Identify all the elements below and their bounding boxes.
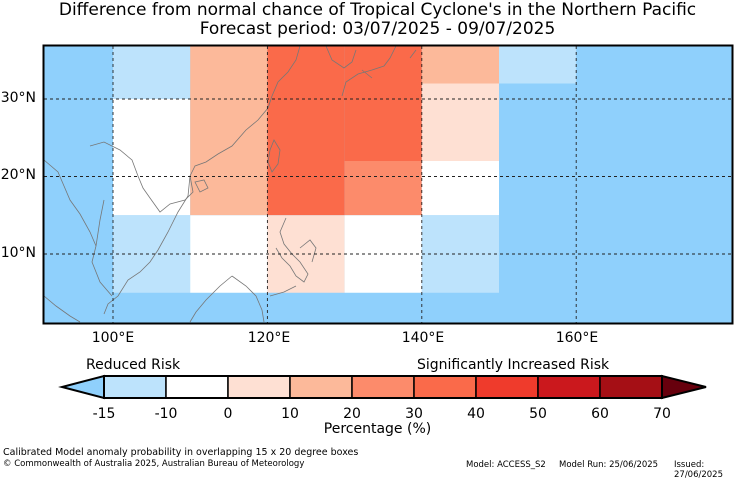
forecast-period: Forecast period: 03/07/2025 - 09/07/2025 [199,19,556,39]
increased-risk-label: Significantly Increased Risk [417,357,610,373]
colorbar-tick: -10 [154,406,178,422]
chart-title: Difference from normal chance of Tropica… [58,0,697,20]
colorbar-segment [289,375,353,399]
colorbar-tick: 50 [529,406,547,422]
colorbar-title: Percentage (%) [323,421,432,437]
coastline [43,45,417,323]
lat-label-30n: 30°N [0,90,36,106]
grid-cell [113,46,191,99]
colorbar-segment [103,375,167,399]
grid-cell [113,99,191,216]
reduced-risk-label: Reduced Risk [86,357,181,373]
grid-cell [499,46,577,84]
lon-label-120e: 120°E [247,330,291,346]
colorbar-tick: 20 [343,406,361,422]
colorbar-tick: 40 [467,406,485,422]
lon-label-140e: 140°E [401,330,445,346]
lat-label-10n: 10°N [0,245,36,261]
colorbar-segment [227,375,291,399]
grid-cell [421,83,499,161]
map-canvas [42,44,734,400]
colorbar-segment [351,375,415,399]
lon-label-160e: 160°E [555,330,599,346]
grid-cell [190,46,268,216]
grid-cell [421,161,499,216]
colorbar-segment [475,375,539,399]
footer-copyright: © Commonwealth of Australia 2025, Austra… [3,459,305,469]
colorbar-segment [599,375,663,399]
grid-cell [421,46,499,84]
colorbar-tick: 0 [223,406,233,422]
colorbar [58,374,707,400]
colorbar-tick: 60 [591,406,609,422]
grid-cell [344,46,422,161]
map-frame [42,44,734,325]
colorbar-over-arrow [661,374,707,400]
probability-grid [44,46,732,323]
colorbar-segment [413,375,477,399]
lon-label-100e: 100°E [91,330,135,346]
colorbar-tick: 30 [405,406,423,422]
colorbar-segment [165,375,229,399]
colorbar-under-arrow [58,374,105,400]
colorbar-tick: 10 [281,406,299,422]
colorbar-tick: -15 [92,406,116,422]
colorbar-outline [103,375,663,399]
grid-cell [267,46,345,216]
colorbar-tick: 70 [653,406,671,422]
colorbar-segment [537,375,601,399]
footer-model: Model: ACCESS_S2 [466,460,546,470]
graticule [44,46,732,323]
lat-label-20n: 20°N [0,167,36,183]
footer-model-run: Model Run: 25/06/2025 [559,460,659,470]
footer-issued: Issued: 27/06/2025 [674,460,723,480]
footer-description: Calibrated Model anomaly probability in … [3,447,359,458]
grid-cell [344,161,422,216]
